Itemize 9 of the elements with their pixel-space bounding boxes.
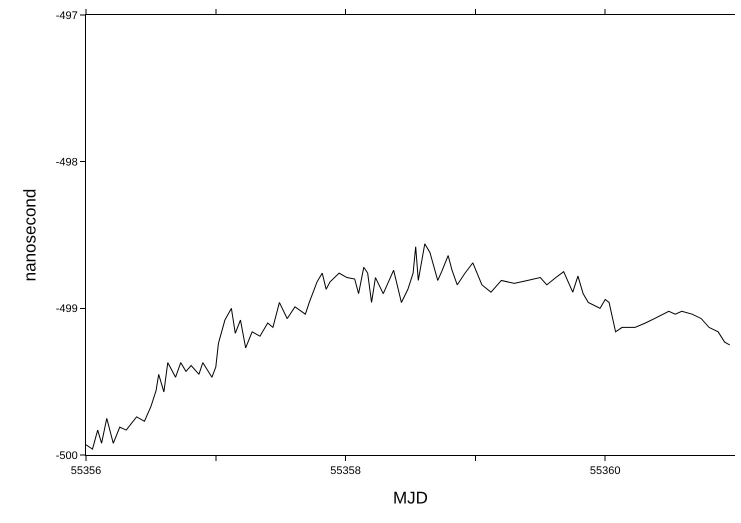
x-tick-label: 55360 — [590, 465, 620, 478]
x-tick-label: 55356 — [70, 465, 102, 478]
x-tick-label: 55358 — [330, 465, 361, 478]
x-axis-title: MJD — [393, 488, 428, 508]
y-tick-label: -498 — [56, 156, 78, 169]
y-tick-label: -499 — [56, 303, 78, 316]
y-axis-title: nanosecond — [20, 188, 40, 282]
y-tick-label: -497 — [56, 10, 78, 22]
y-tick-label: -500 — [56, 450, 78, 462]
